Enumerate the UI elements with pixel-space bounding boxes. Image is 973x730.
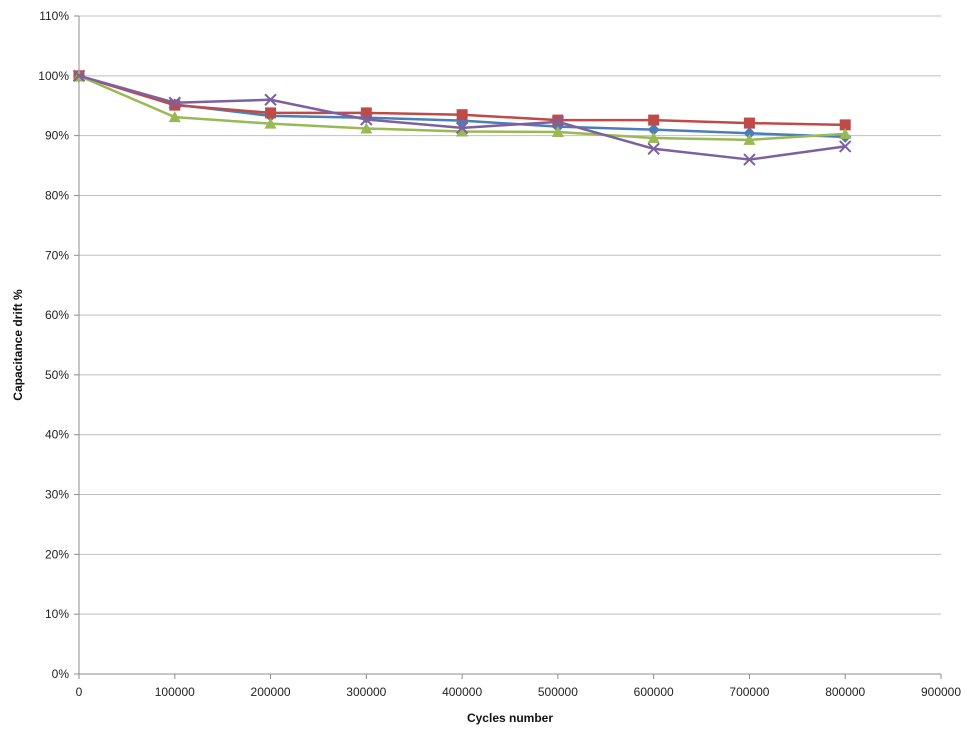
data-point-stroke [360, 113, 373, 126]
data-point-stroke [551, 115, 565, 129]
data-point-stroke [455, 121, 469, 135]
data-point [647, 142, 660, 156]
data-point-stroke [743, 153, 756, 166]
y-tick-label: 30% [45, 488, 69, 502]
y-tick-label: 100% [38, 69, 69, 83]
data-point [647, 132, 660, 144]
y-tick-label: 10% [45, 607, 69, 621]
y-axis-title: Capacitance drift % [11, 289, 25, 401]
gridlines [79, 15, 941, 615]
y-tick-label: 70% [45, 248, 69, 262]
data-point [264, 117, 277, 129]
data-point [456, 109, 468, 121]
x-tick-label: 900000 [921, 685, 961, 699]
x-axis-title: Cycles number [467, 711, 553, 725]
data-point [72, 69, 86, 83]
data-point [264, 93, 277, 106]
data-point [743, 153, 756, 166]
data-point [168, 96, 181, 109]
x-tick-label: 700000 [729, 685, 769, 699]
data-point-stroke [839, 140, 852, 153]
data-point [455, 121, 469, 135]
axes [74, 15, 942, 679]
data-point [360, 113, 373, 126]
data-point [552, 114, 564, 126]
data-point [168, 111, 181, 123]
y-tick-label: 80% [45, 188, 69, 202]
x-tick-label: 600000 [634, 685, 674, 699]
x-tick-label: 0 [76, 685, 83, 699]
data-point [265, 107, 277, 119]
series-group [72, 69, 852, 166]
data-point-stroke [168, 96, 181, 109]
data-point-stroke [264, 93, 277, 106]
y-tick-label: 110% [39, 9, 69, 23]
y-tick-label: 60% [45, 308, 69, 322]
data-point-stroke [647, 142, 660, 156]
data-point [839, 119, 851, 131]
data-point [551, 126, 564, 138]
data-point-stroke [72, 69, 86, 83]
x-tick-label: 200000 [251, 685, 291, 699]
y-tick-label: 20% [45, 547, 69, 561]
x-tick-label: 800000 [825, 685, 865, 699]
data-point [839, 140, 852, 153]
data-point [360, 122, 373, 134]
series-4 [72, 69, 852, 166]
data-point [743, 133, 756, 145]
x-tick-label: 300000 [346, 685, 386, 699]
y-tick-label: 50% [45, 368, 69, 382]
data-point [456, 125, 469, 137]
x-tick-label: 100000 [155, 685, 195, 699]
x-tick-labels: 0 100000 200000 300000 400000 500000 600000 700… [76, 685, 962, 699]
data-point [743, 117, 755, 129]
data-point [648, 114, 660, 126]
data-point [647, 123, 660, 136]
y-tick-label: 40% [45, 428, 69, 442]
y-tick-labels: 0% 10% 20% 30% 40% 50% 60% 70% 80% 90% 100% 110% [38, 9, 69, 681]
x-tick-label: 400000 [442, 685, 482, 699]
y-tick-label: 90% [45, 129, 69, 143]
data-point [360, 107, 372, 119]
data-point [551, 115, 565, 129]
data-point [839, 127, 852, 139]
data-point [169, 99, 181, 111]
y-tick-label: 0% [52, 667, 70, 681]
data-point [743, 127, 756, 140]
x-tick-label: 500000 [538, 685, 578, 699]
